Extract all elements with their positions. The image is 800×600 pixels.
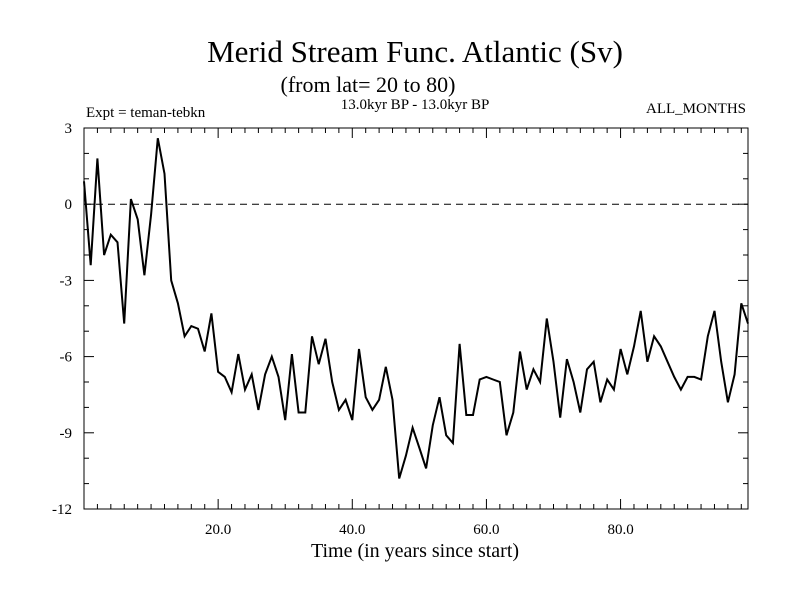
y-tick-label: -12 xyxy=(52,502,72,518)
chart-subtitle: (from lat= 20 to 80) xyxy=(281,72,456,97)
months-label: ALL_MONTHS xyxy=(646,101,746,117)
y-tick-label: 0 xyxy=(65,197,73,213)
experiment-label: Expt = teman-tebkn xyxy=(86,105,206,121)
x-axis-label: Time (in years since start) xyxy=(311,540,519,562)
y-tick-label: -3 xyxy=(60,273,73,289)
plot-frame xyxy=(83,127,749,510)
x-tick-label: 60.0 xyxy=(473,522,499,538)
y-tick-label: -6 xyxy=(60,350,73,366)
y-tick-label: -9 xyxy=(60,426,73,442)
x-tick-label: 20.0 xyxy=(205,522,231,538)
chart-title: Merid Stream Func. Atlantic (Sv) xyxy=(207,34,623,69)
data-series-line xyxy=(83,138,749,479)
x-tick-label: 80.0 xyxy=(607,522,633,538)
period-label: 13.0kyr BP - 13.0kyr BP xyxy=(341,97,490,113)
axes: 20.0 40.0 60.0 80.0 3 0 -3 -6 -9 -12 xyxy=(52,121,748,538)
y-tick-label: 3 xyxy=(65,121,73,137)
x-tick-label: 40.0 xyxy=(339,522,365,538)
